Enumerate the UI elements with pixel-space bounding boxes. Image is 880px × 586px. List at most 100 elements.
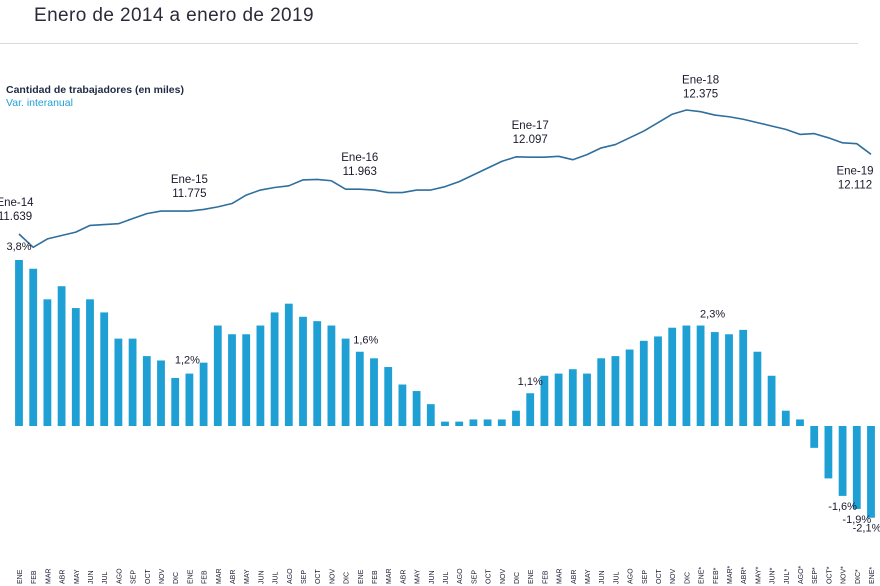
bar-37 — [540, 375, 549, 426]
bar-23 — [341, 338, 350, 426]
bar-31 — [455, 421, 464, 426]
line-label-name-24: Ene-16 — [341, 152, 378, 164]
bar-40 — [583, 373, 591, 426]
bar-60 — [867, 426, 875, 518]
bar-38 — [554, 373, 563, 426]
bar-21 — [313, 321, 322, 426]
bar-5 — [86, 299, 94, 426]
bar-label-24: 1,6% — [353, 335, 378, 347]
x-tick-28: MAY — [415, 569, 422, 584]
bar-56 — [810, 426, 819, 448]
x-tick-44: SEP — [642, 570, 649, 584]
bar-43 — [625, 349, 634, 426]
bar-24 — [355, 351, 364, 426]
line-label-name-0: Ene-14 — [0, 197, 34, 209]
bar-7 — [114, 338, 123, 426]
bar-47 — [682, 325, 691, 426]
x-tick-51: ABR* — [741, 567, 748, 584]
bar-label-59: -1,9% — [842, 514, 871, 526]
x-tick-9: OCT — [145, 569, 152, 585]
x-tick-26: MAR — [386, 568, 393, 584]
x-tick-12: ENE — [187, 569, 194, 584]
x-tick-49: FEB* — [713, 567, 720, 584]
bar-33 — [483, 419, 492, 426]
x-tick-47: DIC — [684, 572, 691, 584]
bar-49 — [710, 332, 719, 426]
x-tick-46: NOV — [670, 569, 677, 585]
x-tick-48: ENE* — [699, 567, 706, 584]
x-tick-43: AGO — [628, 568, 635, 584]
line-label-value-60: 12.112 — [838, 179, 872, 191]
x-tick-24: ENE — [358, 569, 365, 584]
bar-label-0: 3,8% — [6, 241, 31, 253]
bar-34 — [497, 419, 506, 426]
bar-42 — [611, 356, 620, 426]
x-tick-53: JUN* — [770, 567, 777, 584]
bar-52 — [753, 351, 762, 426]
line-layer — [18, 109, 872, 249]
bar-label-36: 1,1% — [518, 376, 543, 388]
line-label-value-24: 11.963 — [343, 166, 377, 178]
x-tick-36: ENE — [528, 569, 535, 584]
bar-59 — [852, 426, 861, 509]
bar-3 — [57, 286, 66, 426]
x-tick-31: AGO — [457, 568, 464, 584]
line-label-value-48: 12.375 — [683, 89, 718, 101]
x-tick-32: SEP — [471, 570, 478, 584]
x-tick-3: ABR — [60, 570, 67, 584]
bar-50 — [725, 334, 733, 426]
bar-45 — [654, 336, 662, 426]
x-tick-17: JUN — [258, 570, 265, 584]
line-label-name-60: Ene-19 — [836, 165, 873, 177]
x-tick-0: ENE — [17, 569, 24, 584]
x-tick-40: MAY — [585, 569, 592, 584]
bar-27 — [398, 384, 407, 426]
bar-41 — [597, 358, 606, 426]
bar-53 — [767, 375, 776, 426]
bar-26 — [384, 367, 393, 426]
x-tick-14: MAR — [216, 568, 223, 584]
x-tick-18: JUL — [273, 571, 280, 584]
x-tick-6: JUL — [102, 571, 109, 584]
bar-44 — [639, 340, 648, 426]
x-tick-57: OCT* — [826, 566, 833, 584]
x-tick-60: ENE* — [869, 567, 876, 584]
workers-line — [18, 109, 872, 249]
x-tick-54: JUL* — [784, 569, 791, 584]
x-tick-10: NOV — [159, 569, 166, 585]
bar-25 — [370, 358, 378, 426]
legend-yoy-variation: Var. interanual — [6, 97, 73, 109]
x-tick-27: ABR — [400, 570, 407, 584]
bar-55 — [796, 419, 804, 426]
x-tick-4: MAY — [74, 569, 81, 584]
x-tick-55: AGO* — [798, 565, 805, 584]
line-label-name-48: Ene-18 — [682, 75, 719, 87]
bar-13 — [199, 362, 208, 426]
x-tick-34: NOV — [500, 569, 507, 585]
bar-30 — [441, 421, 449, 426]
x-tick-45: OCT — [656, 569, 663, 585]
x-tick-1: FEB — [31, 570, 38, 584]
bars-layer — [15, 260, 875, 518]
bar-11 — [171, 377, 180, 426]
line-label-value-12: 11.775 — [172, 188, 206, 200]
bar-10 — [157, 360, 165, 426]
bar-57 — [824, 426, 833, 479]
x-tick-42: JUL — [613, 571, 620, 584]
x-tick-2: MAR — [45, 568, 52, 584]
x-tick-35: DIC — [514, 572, 521, 584]
x-tick-38: MAR — [557, 568, 564, 584]
x-tick-20: SEP — [301, 570, 308, 584]
bar-29 — [426, 404, 435, 426]
bar-36 — [526, 393, 535, 426]
bar-label-60: -2,1% — [853, 523, 880, 535]
x-tick-5: JUN — [88, 570, 95, 584]
x-tick-16: MAY — [244, 569, 251, 584]
bar-39 — [568, 369, 577, 426]
bar-9 — [142, 356, 151, 426]
x-tick-59: DIC* — [855, 569, 862, 584]
x-tick-37: FEB — [542, 570, 549, 584]
x-tick-23: DIC — [344, 572, 351, 584]
x-tick-22: NOV — [329, 569, 336, 585]
bar-label-12: 1,2% — [175, 355, 200, 367]
